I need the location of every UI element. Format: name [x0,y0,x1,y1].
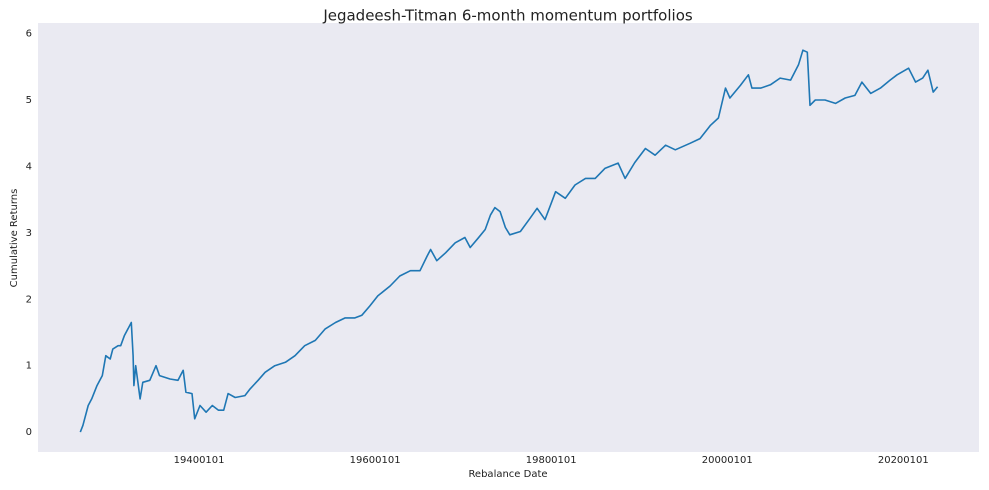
chart-title: Jegadeesh-Titman 6-month momentum portfo… [322,7,693,25]
x-tick-label: 19600101 [350,455,401,466]
y-tick-label: 0 [26,427,32,438]
plot-area [38,23,979,452]
y-tick-label: 5 [26,95,32,106]
data-line [79,49,939,433]
x-axis-label: Rebalance Date [468,469,547,480]
y-tick-label: 3 [26,228,32,239]
x-tick-label: 20000101 [702,455,753,466]
x-tick-label: 20200101 [878,455,929,466]
y-tick-label: 1 [26,361,32,372]
x-tick-label: 19800101 [526,455,577,466]
y-axis-label: Cumulative Returns [9,189,20,288]
x-tick-label: 19400101 [174,455,225,466]
y-tick-label: 6 [26,29,32,40]
y-tick-label: 2 [26,294,32,305]
y-tick-label: 4 [26,161,32,172]
